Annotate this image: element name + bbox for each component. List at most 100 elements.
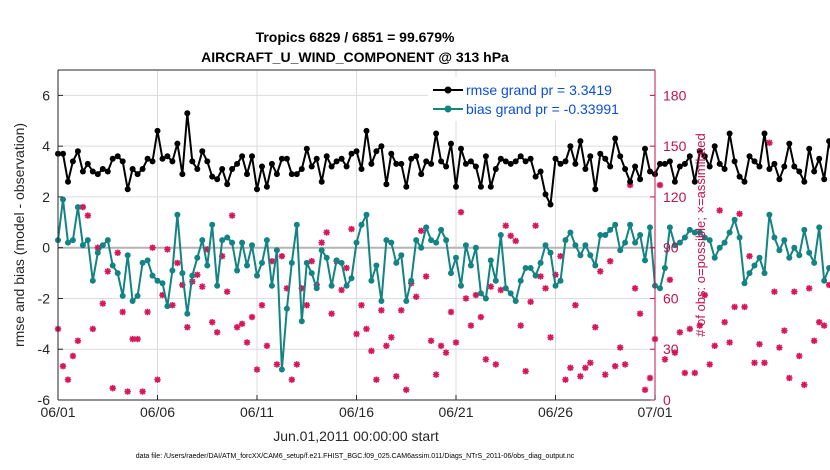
observation-count-marker <box>119 308 126 316</box>
observation-count-marker <box>781 327 788 334</box>
bias-point <box>826 265 830 271</box>
observation-count-marker <box>348 225 355 233</box>
bias-point <box>368 277 375 284</box>
rmse-point <box>657 160 663 167</box>
y-axis-label-right: # of obs: o=possible; ×=assimilated <box>693 133 708 336</box>
observation-count-marker <box>517 322 524 329</box>
bias-series <box>55 196 830 373</box>
observation-count-marker <box>164 246 171 253</box>
observation-count-marker <box>417 227 425 234</box>
observation-count-marker <box>492 361 499 368</box>
observation-count-marker <box>815 318 823 326</box>
observation-count-marker <box>422 273 430 280</box>
bias-point <box>278 366 285 373</box>
observation-count-marker <box>701 291 708 299</box>
rmse-point <box>676 163 683 170</box>
rmse-point <box>89 168 96 175</box>
rmse-point <box>577 138 584 145</box>
bias-point <box>816 224 823 231</box>
bias-point <box>84 237 91 244</box>
bias-point <box>622 239 629 246</box>
bias-point <box>627 221 634 228</box>
rmse-point <box>751 158 758 165</box>
rmse-point <box>179 171 186 178</box>
observation-count-marker <box>363 325 370 333</box>
observation-count-marker <box>706 361 713 368</box>
bias-point <box>65 239 71 246</box>
bias-point <box>642 257 648 264</box>
observation-count-marker <box>811 337 818 344</box>
bias-point <box>74 204 81 211</box>
bias-point <box>219 237 226 244</box>
observation-count-marker <box>99 300 106 307</box>
rmse-point <box>666 158 673 165</box>
observation-count-marker <box>522 368 529 375</box>
rmse-point <box>487 183 494 190</box>
rmse-point <box>647 168 653 175</box>
observation-count-marker <box>278 252 286 260</box>
bias-point <box>517 277 524 284</box>
y-tick-label-left: -2 <box>38 290 51 306</box>
bias-point <box>114 270 121 277</box>
rmse-point <box>368 160 375 167</box>
rmse-point <box>557 160 564 167</box>
observation-count-marker <box>383 342 390 350</box>
rmse-point <box>542 191 549 198</box>
y-tick-label-right: 60 <box>663 290 679 306</box>
rmse-point <box>801 178 808 185</box>
rmse-point <box>174 140 181 147</box>
rmse-point <box>273 171 280 178</box>
bias-point <box>413 237 420 244</box>
bias-point <box>109 262 116 269</box>
observation-count-marker <box>736 210 743 218</box>
chart-title-line1: Tropics 6829 / 6851 = 99.679% <box>256 29 455 45</box>
y-tick-label-left: -6 <box>38 392 51 408</box>
observation-count-marker <box>248 313 256 321</box>
y-tick-label-right: 180 <box>663 87 687 103</box>
observation-count-marker <box>437 342 445 350</box>
rmse-point <box>686 153 693 160</box>
observation-count-marker <box>806 285 813 292</box>
observation-count-marker <box>577 373 584 380</box>
bias-point <box>263 237 270 244</box>
observation-count-marker <box>666 276 674 284</box>
x-tick-label: 06/16 <box>339 404 374 420</box>
y-axis-label-left: rmse and bias (model - observation) <box>11 123 27 347</box>
bias-point <box>239 239 246 246</box>
legend-bias-marker <box>444 105 452 113</box>
observation-count-marker <box>527 298 534 306</box>
bias-point <box>323 254 330 261</box>
x-tick-label: 06/06 <box>140 404 175 420</box>
observation-count-marker <box>303 302 310 309</box>
bias-point <box>527 265 534 271</box>
bias-point <box>139 259 146 266</box>
rmse-point <box>119 158 126 165</box>
bias-point <box>373 262 380 269</box>
bias-point <box>438 226 445 233</box>
rmse-point <box>637 176 644 183</box>
observation-count-marker <box>582 364 589 372</box>
bias-point <box>333 257 340 264</box>
observation-count-marker <box>109 384 116 392</box>
observation-count-marker <box>796 352 803 360</box>
bias-point <box>443 237 450 244</box>
rmse-point <box>806 145 813 152</box>
observation-count-marker <box>786 374 793 382</box>
rmse-point <box>144 155 151 162</box>
bias-point <box>602 232 609 238</box>
observation-count-marker <box>343 264 350 272</box>
rmse-point <box>278 155 285 162</box>
observation-count-marker <box>731 303 738 311</box>
observation-count-marker <box>59 362 67 370</box>
bias-point <box>204 262 211 269</box>
rmse-point <box>378 143 385 150</box>
y-tick-label-right: 30 <box>663 341 679 357</box>
rmse-point <box>756 163 763 170</box>
chart-title-line2: AIRCRAFT_U_WIND_COMPONENT @ 313 hPa <box>201 49 509 65</box>
bias-point <box>184 310 191 317</box>
observation-count-marker <box>641 386 649 394</box>
rmse-point <box>199 148 206 155</box>
observation-count-marker <box>462 295 470 302</box>
observation-count-marker <box>726 339 733 346</box>
y-tick-label-left: 6 <box>42 87 50 103</box>
